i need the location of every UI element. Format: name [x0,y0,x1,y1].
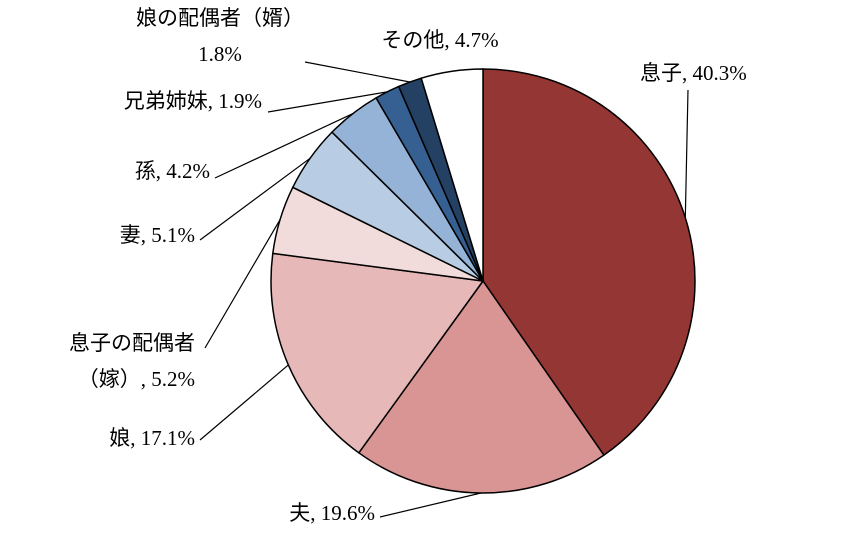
data-label-line: 1.8% [198,42,242,66]
data-label: その他, 4.7% [381,28,498,52]
data-label-line: 夫, 19.6% [289,501,375,525]
pie-slice [270,252,485,454]
data-label-line: 娘の配偶者（婿） [136,6,304,30]
leader-line [199,364,289,441]
leader-line [199,157,311,241]
pie-slice [420,68,484,282]
data-label: 娘, 17.1% [109,426,195,450]
data-label-line: （嫁）, 5.2% [78,367,195,391]
data-label-line: 娘, 17.1% [109,426,195,450]
leader-line [684,89,689,218]
data-label: 息子の配偶者 （嫁）, 5.2% [69,331,195,391]
leader-line [267,91,388,113]
data-label-line: 息子の配偶者 [69,331,195,355]
data-label: 夫, 19.6% [289,501,375,525]
data-label-line: 息子, 40.3% [640,61,747,85]
leader-line [204,219,281,349]
data-label-line: その他, 4.7% [381,28,498,52]
data-label-line: 孫, 4.2% [135,159,210,183]
data-label-line: 兄弟姉妹, 1.9% [124,89,262,113]
leader-line [304,61,410,83]
data-label: 娘の配偶者（婿） 1.8% [136,6,304,66]
data-label: 孫, 4.2% [135,159,210,183]
leader-line [379,492,482,518]
data-label: 兄弟姉妹, 1.9% [124,89,262,113]
pie-slice [482,68,696,457]
leader-line [214,113,354,179]
data-label: 妻, 5.1% [120,223,195,247]
data-label: 息子, 40.3% [640,61,747,85]
data-label-line: 妻, 5.1% [120,223,195,247]
